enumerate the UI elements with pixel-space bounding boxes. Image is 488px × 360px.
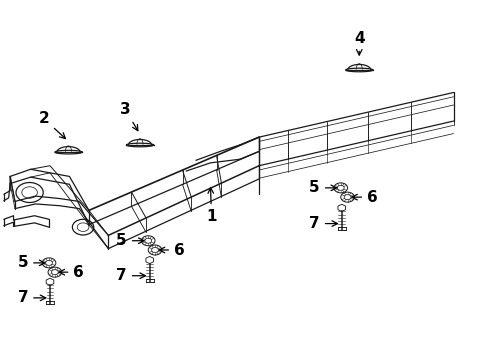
Text: 1: 1	[206, 188, 216, 224]
Polygon shape	[46, 278, 54, 285]
Circle shape	[148, 245, 162, 255]
Circle shape	[51, 270, 58, 275]
Circle shape	[333, 183, 347, 193]
Text: 7: 7	[116, 268, 145, 283]
Circle shape	[144, 238, 151, 243]
Circle shape	[337, 185, 344, 190]
Circle shape	[340, 192, 354, 202]
Text: 3: 3	[120, 102, 138, 131]
Text: 4: 4	[353, 31, 364, 55]
Circle shape	[22, 187, 37, 198]
Circle shape	[72, 219, 94, 235]
Circle shape	[48, 267, 61, 277]
Circle shape	[151, 248, 158, 252]
Polygon shape	[337, 204, 345, 211]
Polygon shape	[145, 256, 153, 264]
Text: 6: 6	[59, 265, 84, 280]
Text: 7: 7	[308, 216, 337, 231]
Circle shape	[344, 195, 350, 200]
Text: 7: 7	[18, 291, 46, 305]
Circle shape	[141, 236, 155, 246]
Circle shape	[16, 183, 43, 203]
Text: 5: 5	[308, 180, 336, 195]
Text: 2: 2	[39, 111, 65, 139]
Text: 6: 6	[159, 243, 184, 257]
Text: 5: 5	[116, 233, 144, 248]
Circle shape	[77, 223, 89, 231]
Text: 6: 6	[351, 190, 377, 204]
Circle shape	[45, 260, 52, 265]
Circle shape	[42, 258, 56, 268]
Text: 5: 5	[18, 255, 45, 270]
